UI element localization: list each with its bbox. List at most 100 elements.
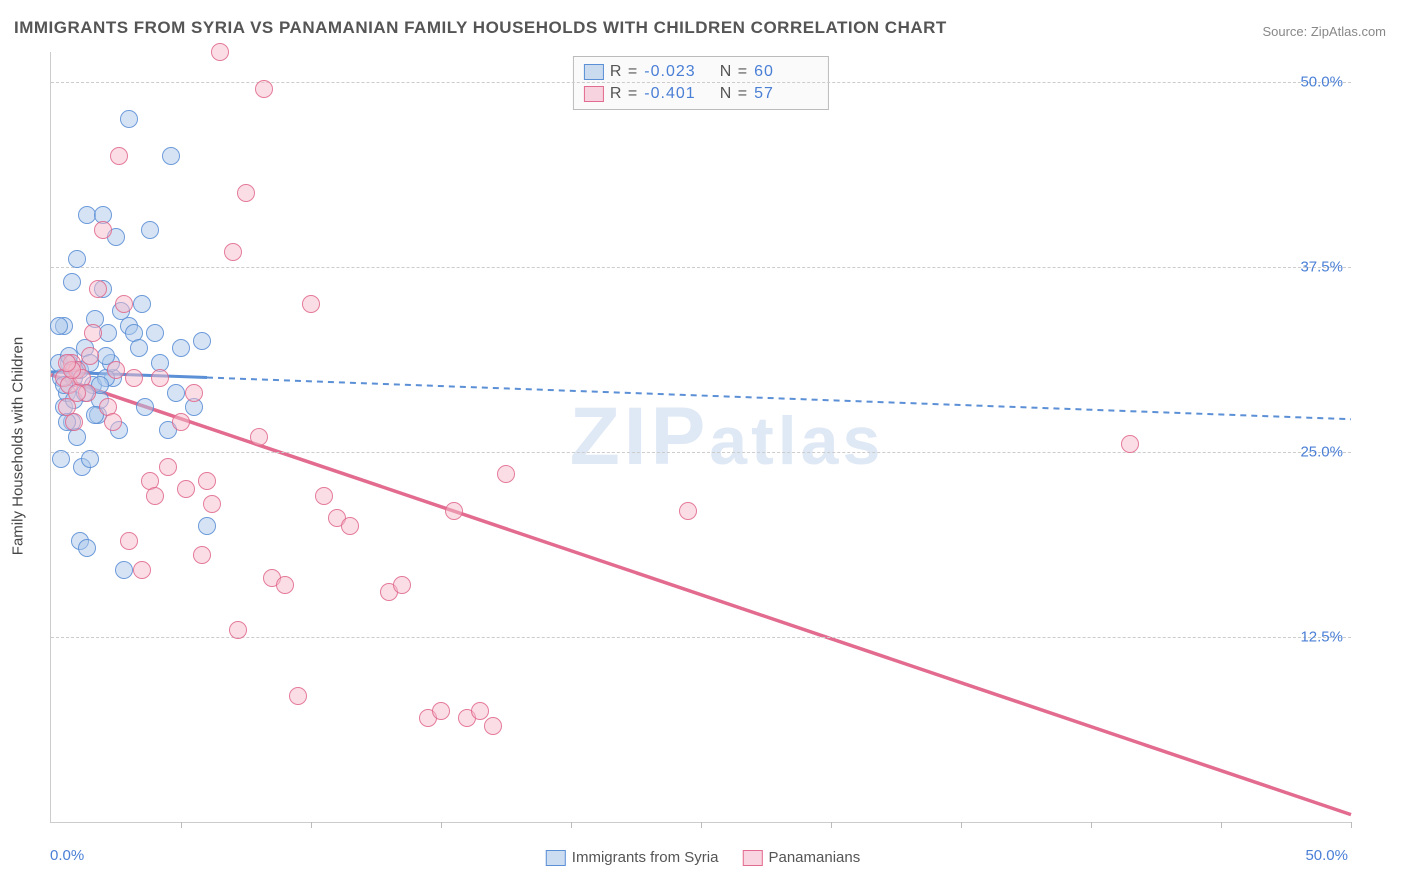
data-point — [250, 428, 268, 446]
data-point — [141, 221, 159, 239]
data-point — [115, 561, 133, 579]
data-point — [84, 324, 102, 342]
trend-line-dashed — [207, 378, 1351, 420]
stat-n-label: N = — [714, 61, 748, 83]
data-point — [172, 339, 190, 357]
x-axis-origin-label: 0.0% — [50, 847, 84, 864]
data-point — [52, 450, 70, 468]
data-point — [104, 413, 122, 431]
data-point — [211, 43, 229, 61]
chart-container: IMMIGRANTS FROM SYRIA VS PANAMANIAN FAMI… — [0, 0, 1406, 892]
data-point — [159, 458, 177, 476]
data-point — [432, 702, 450, 720]
legend-swatch — [546, 850, 566, 866]
data-point — [289, 687, 307, 705]
data-point — [445, 502, 463, 520]
x-tick — [311, 822, 312, 828]
data-point — [198, 472, 216, 490]
data-point — [133, 561, 151, 579]
stat-r-value: -0.401 — [644, 83, 708, 105]
data-point — [341, 517, 359, 535]
data-point — [162, 147, 180, 165]
y-tick-label: 12.5% — [1300, 628, 1343, 645]
legend-swatch — [742, 850, 762, 866]
data-point — [255, 80, 273, 98]
trend-line-solid — [51, 375, 1351, 815]
data-point — [276, 576, 294, 594]
x-tick — [1351, 822, 1352, 828]
plot-area: ZIPatlas R =-0.023 N =60R =-0.401 N =57 … — [50, 52, 1351, 823]
data-point — [302, 295, 320, 313]
data-point — [193, 332, 211, 350]
stat-n-value: 60 — [754, 61, 818, 83]
data-point — [497, 465, 515, 483]
data-point — [237, 184, 255, 202]
stats-row: R = -0.401 N = 57 — [584, 83, 818, 105]
data-point — [1121, 435, 1139, 453]
data-point — [68, 250, 86, 268]
y-tick-label: 25.0% — [1300, 443, 1343, 460]
data-point — [172, 413, 190, 431]
chart-svg — [51, 52, 1351, 822]
legend-item: Panamanians — [742, 849, 860, 866]
data-point — [125, 369, 143, 387]
legend-item: Immigrants from Syria — [546, 849, 719, 866]
chart-source: Source: ZipAtlas.com — [1262, 24, 1386, 39]
grid-line — [51, 82, 1351, 83]
data-point — [679, 502, 697, 520]
data-point — [50, 317, 68, 335]
data-point — [177, 480, 195, 498]
data-point — [133, 295, 151, 313]
data-point — [393, 576, 411, 594]
data-point — [81, 450, 99, 468]
stats-row: R = -0.023 N = 60 — [584, 61, 818, 83]
stat-r-label: R = — [610, 61, 638, 83]
data-point — [78, 539, 96, 557]
data-point — [94, 221, 112, 239]
data-point — [99, 324, 117, 342]
stats-legend-box: R = -0.023 N = 60 R = -0.401 N = 57 — [573, 56, 829, 110]
x-tick — [441, 822, 442, 828]
stat-r-label: R = — [610, 83, 638, 105]
legend-label: Immigrants from Syria — [572, 849, 719, 866]
data-point — [136, 398, 154, 416]
data-point — [58, 354, 76, 372]
x-axis-max-label: 50.0% — [1305, 847, 1348, 864]
data-point — [203, 495, 221, 513]
y-axis-title: Family Households with Children — [10, 337, 27, 555]
x-tick — [181, 822, 182, 828]
x-tick — [1091, 822, 1092, 828]
data-point — [146, 324, 164, 342]
data-point — [151, 369, 169, 387]
data-point — [315, 487, 333, 505]
stat-r-value: -0.023 — [644, 61, 708, 83]
data-point — [81, 347, 99, 365]
data-point — [63, 273, 81, 291]
data-point — [110, 147, 128, 165]
data-point — [89, 280, 107, 298]
data-point — [146, 487, 164, 505]
data-point — [68, 384, 86, 402]
stat-n-value: 57 — [754, 83, 818, 105]
data-point — [107, 361, 125, 379]
data-point — [198, 517, 216, 535]
x-tick — [701, 822, 702, 828]
y-tick-label: 37.5% — [1300, 258, 1343, 275]
y-tick-label: 50.0% — [1300, 73, 1343, 90]
x-tick — [1221, 822, 1222, 828]
data-point — [120, 532, 138, 550]
data-point — [115, 295, 133, 313]
data-point — [167, 384, 185, 402]
legend-label: Panamanians — [768, 849, 860, 866]
legend-swatch — [584, 86, 604, 102]
chart-title: IMMIGRANTS FROM SYRIA VS PANAMANIAN FAMI… — [14, 18, 947, 38]
stat-n-label: N = — [714, 83, 748, 105]
data-point — [224, 243, 242, 261]
grid-line — [51, 637, 1351, 638]
legend-swatch — [584, 64, 604, 80]
data-point — [484, 717, 502, 735]
x-tick — [831, 822, 832, 828]
x-tick — [961, 822, 962, 828]
data-point — [193, 546, 211, 564]
data-point — [185, 384, 203, 402]
